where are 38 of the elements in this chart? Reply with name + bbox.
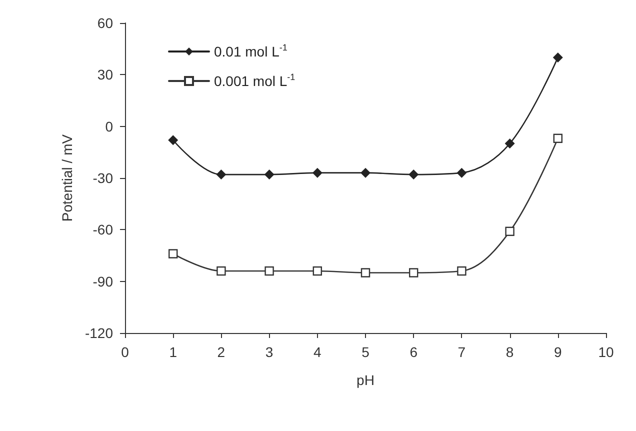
point: [409, 268, 418, 278]
y-tick-label: 0: [105, 118, 114, 134]
point: [360, 168, 370, 178]
point: [504, 138, 515, 149]
y-tick-label: -30: [92, 170, 114, 186]
point: [360, 268, 370, 278]
y-tick-label: 60: [97, 15, 114, 31]
x-tick-label: 8: [506, 344, 514, 360]
point: [168, 135, 178, 146]
point: [505, 226, 514, 236]
y-tick-label: -60: [92, 222, 114, 238]
y-tick-label: 30: [97, 66, 114, 83]
x-tick-label: 5: [362, 344, 370, 360]
x-tick-label: 2: [217, 344, 226, 360]
x-tick-label: 9: [554, 344, 562, 360]
x-tick-label: 4: [314, 344, 322, 360]
point: [312, 266, 322, 276]
point: [264, 266, 274, 276]
y-axis-title: Potential / mV: [59, 134, 76, 222]
x-tick-label: 10: [598, 344, 614, 360]
point: [457, 266, 466, 276]
x-tick-label: 6: [410, 344, 418, 360]
point: [456, 168, 467, 178]
point: [264, 170, 274, 180]
point: [168, 249, 178, 258]
y-tick-label: -90: [92, 273, 114, 290]
x-axis-title: pH: [356, 372, 374, 388]
point: [216, 266, 226, 276]
point: [216, 170, 226, 180]
x-tick-label: 1: [169, 344, 178, 360]
y-tick-label: -120: [84, 325, 114, 341]
point: [552, 52, 563, 62]
point: [312, 168, 322, 178]
point: [408, 170, 419, 180]
point: [553, 134, 562, 143]
x-tick-label: 3: [265, 344, 274, 360]
x-tick-label: 0: [121, 344, 130, 360]
x-tick-label: 7: [458, 344, 466, 360]
